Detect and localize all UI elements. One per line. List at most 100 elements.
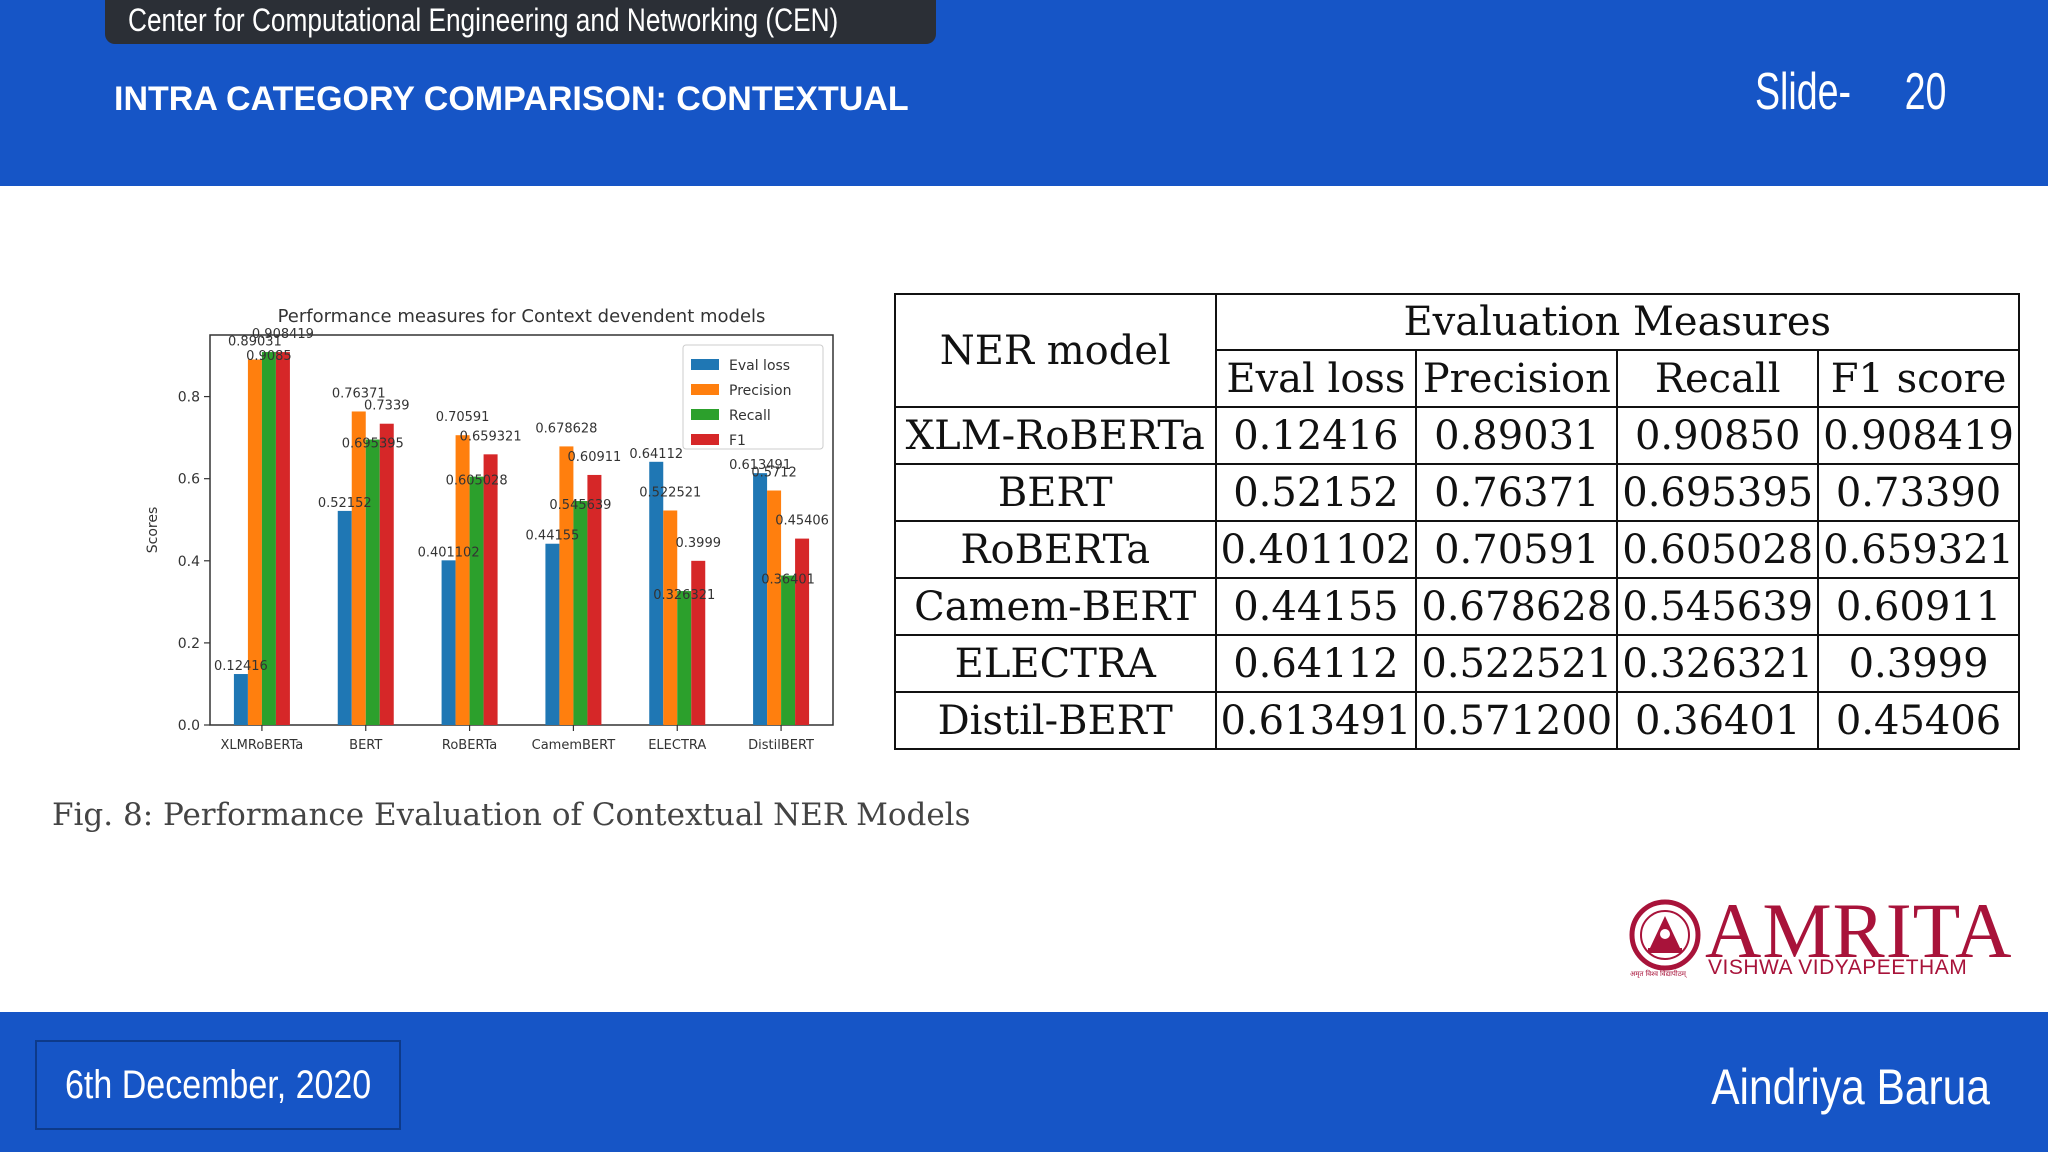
table-cell: 0.545639 [1616, 577, 1820, 636]
amrita-emblem-icon [1629, 899, 1701, 971]
table-row: ELECTRA 0.64112 0.522521 0.326321 0.3999 [894, 634, 2020, 693]
table-cell: 0.89031 [1415, 406, 1619, 465]
data-label: 0.522521 [639, 485, 701, 500]
x-tick-label: XLMRoBERTa [221, 738, 304, 753]
table-cell: 0.52152 [1214, 463, 1418, 522]
legend-label: F1 [729, 433, 746, 449]
table-cell-model: XLM-RoBERTa [894, 406, 1217, 465]
table-cell: 0.659321 [1817, 520, 2020, 579]
data-label: 0.9085 [246, 349, 292, 364]
legend-label: Recall [729, 408, 771, 424]
data-label: 0.36401 [761, 573, 815, 588]
x-tick-label: BERT [349, 738, 382, 753]
table-row: BERT 0.52152 0.76371 0.695395 0.73390 [894, 463, 2020, 522]
y-tick-label: 0.2 [178, 636, 200, 652]
table-cell: 0.571200 [1415, 691, 1619, 750]
x-tick-label: CamemBERT [532, 738, 616, 753]
amrita-logo: अमृत विश्व विद्यापीठम् AMRITA VISHWA VID… [1628, 887, 2011, 984]
data-label: 0.7339 [364, 399, 410, 414]
legend-swatch [691, 359, 719, 370]
y-tick-label: 0.4 [178, 554, 200, 570]
legend-label: Eval loss [729, 358, 790, 374]
author-name: Aindriya Barua [1662, 1058, 1990, 1116]
table-cell-model: BERT [894, 463, 1217, 522]
table-row: Camem-BERT 0.44155 0.678628 0.545639 0.6… [894, 577, 2020, 636]
logo-subtitle: VISHWA VIDYAPEETHAM [1708, 956, 1968, 979]
bar [469, 476, 484, 725]
header-bar: Center for Computational Engineering and… [0, 0, 2048, 186]
table-cell: 0.613491 [1214, 691, 1418, 750]
table-cell: 0.44155 [1214, 577, 1418, 636]
bar [753, 473, 768, 725]
bar [275, 352, 290, 725]
table-cell: 0.76371 [1415, 463, 1619, 522]
data-label: 0.326321 [653, 588, 715, 603]
x-tick-label: ELECTRA [648, 738, 706, 753]
legend-swatch [691, 409, 719, 420]
data-label: 0.659321 [460, 429, 522, 444]
presentation-date: 6th December, 2020 [64, 1063, 372, 1107]
data-label: 0.89031 [228, 335, 282, 350]
bar [559, 446, 574, 725]
slide-number-label: Slide- 20 [1755, 62, 1989, 122]
data-label: 0.401102 [418, 545, 480, 560]
y-tick-label: 0.0 [178, 718, 200, 734]
slide-number: 20 [1904, 63, 1947, 121]
table-cell: 0.522521 [1415, 634, 1619, 693]
bar [455, 435, 470, 725]
table-cell: 0.678628 [1415, 577, 1619, 636]
x-tick-label: DistilBERT [748, 738, 814, 753]
bar [441, 560, 456, 725]
table-cell: 0.36401 [1616, 691, 1820, 750]
data-label: 0.613491 [729, 458, 791, 473]
data-label: 0.3999 [676, 536, 722, 551]
bar [587, 474, 602, 725]
data-label: 0.545639 [549, 498, 611, 513]
y-tick-label: 0.8 [178, 390, 200, 406]
table-column-header: Eval loss [1214, 349, 1418, 408]
data-label: 0.12416 [214, 659, 268, 674]
data-label: 0.5712 [751, 466, 797, 481]
table-cell: 0.3999 [1817, 634, 2020, 693]
table-cell: 0.90850 [1616, 406, 1820, 465]
bar [379, 423, 394, 725]
table-row: RoBERTa 0.401102 0.70591 0.605028 0.6593… [894, 520, 2020, 579]
table-corner-header: NER model [894, 293, 1217, 408]
bar [573, 501, 588, 725]
plot-frame [209, 334, 834, 726]
table-cell: 0.64112 [1214, 634, 1418, 693]
data-label: 0.60911 [568, 450, 622, 465]
data-label: 0.44155 [526, 529, 580, 544]
table-cell: 0.605028 [1616, 520, 1820, 579]
table-row: XLM-RoBERTa 0.12416 0.89031 0.90850 0.90… [894, 406, 2020, 465]
table-cell: 0.60911 [1817, 577, 2020, 636]
legend-box [682, 344, 824, 450]
bar [781, 575, 796, 725]
center-name: Center for Computational Engineering and… [128, 2, 839, 38]
data-label: 0.695395 [342, 437, 404, 452]
data-label: 0.64112 [629, 447, 683, 462]
table-cell-model: ELECTRA [894, 634, 1217, 693]
data-label: 0.70591 [436, 410, 490, 425]
bar [677, 591, 692, 725]
table-cell: 0.695395 [1616, 463, 1820, 522]
figure-caption: Fig. 8: Performance Evaluation of Contex… [52, 797, 971, 833]
table-cell: 0.73390 [1817, 463, 2020, 522]
slide-title: INTRA CATEGORY COMPARISON: CONTEXTUAL [114, 80, 909, 118]
table-group-header: Evaluation Measures [1214, 293, 2020, 351]
legend-label: Precision [729, 383, 791, 399]
data-label: 0.908419 [252, 327, 314, 342]
data-label: 0.45406 [775, 514, 829, 529]
bar [545, 543, 560, 725]
bar [691, 560, 706, 725]
data-label: 0.76371 [332, 386, 386, 401]
bar [663, 510, 678, 725]
y-axis-label: Scores [145, 507, 161, 554]
bar [365, 439, 380, 725]
table-cell: 0.45406 [1817, 691, 2020, 750]
data-label: 0.678628 [535, 421, 597, 436]
bar [261, 352, 276, 725]
bar [351, 411, 366, 725]
table-cell: 0.326321 [1616, 634, 1820, 693]
table-column-header: F1 score [1817, 349, 2020, 408]
